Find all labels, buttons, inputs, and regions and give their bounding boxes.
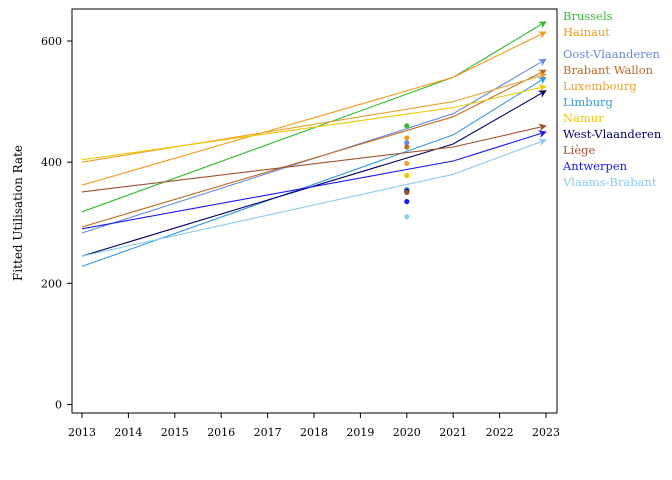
x-tick-label: 2020 [393, 426, 421, 439]
axes: 2013 2014 2015 2016 2017 2018 2019 2020 2021 2022… [41, 35, 560, 439]
legend-label-li-ge: Liège [563, 143, 595, 157]
legend-label-brabant-wallon: Brabant Wallon [563, 63, 654, 77]
point-2020-namur [404, 172, 410, 179]
series-lines [81, 21, 547, 267]
point-2020-luxembourg [404, 160, 410, 166]
legend-label-luxembourg: Luxembourg [563, 79, 637, 93]
series-line-oost-vlaanderen [81, 58, 547, 234]
point-2020-antwerpen [404, 198, 410, 205]
legend-label-limburg: Limburg [563, 95, 613, 109]
legend-label-antwerpen: Antwerpen [562, 159, 628, 173]
series-line-li-ge [81, 123, 547, 193]
point-2020-hainaut [404, 135, 410, 141]
series-line-hainaut [81, 31, 547, 186]
x-tick-label: 2018 [300, 426, 328, 439]
point-2020-li-ge [404, 189, 410, 196]
y-tick-label: 600 [41, 35, 62, 48]
point-2020-oost-vlaanderen [404, 140, 410, 146]
legend-label-namur: Namur [563, 111, 604, 125]
legend-label-brussels: Brussels [563, 9, 613, 23]
legend-label-hainaut: Hainaut [563, 25, 610, 39]
series-line-west-vlaanderen [81, 90, 547, 257]
series-line-antwerpen [81, 130, 547, 230]
y-axis-title: Fitted Utilisation Rate [11, 145, 25, 281]
x-tick-label: 2023 [532, 426, 560, 439]
y-tick-label: 200 [41, 277, 62, 290]
point-2020-brabant-wallon [404, 144, 410, 150]
point-2020-vlaams-brabant [404, 214, 410, 220]
x-tick-label: 2017 [254, 426, 282, 439]
x-tick-label: 2013 [68, 426, 96, 439]
x-tick-label: 2016 [207, 426, 235, 439]
point-2020-brussels [404, 123, 410, 129]
x-tick-label: 2014 [114, 426, 142, 439]
legend: Brussels Hainaut Oost-Vlaanderen Brabant Wa… [562, 9, 662, 189]
points-2020 [404, 123, 410, 220]
plot-frame [71, 8, 558, 414]
x-tick-label: 2021 [439, 426, 467, 439]
x-tick-label: 2019 [346, 426, 374, 439]
legend-label-vlaams-brabant: Vlaams-Brabant [562, 175, 657, 189]
y-tick-label: 0 [55, 399, 62, 412]
x-tick-label: 2015 [161, 426, 189, 439]
legend-label-oost-vlaanderen: Oost-Vlaanderen [563, 47, 660, 61]
series-line-brabant-wallon [81, 69, 547, 228]
series-line-vlaams-brabant [81, 138, 547, 257]
series-line-namur [81, 84, 547, 161]
y-tick-label: 400 [41, 156, 62, 169]
x-tick-label: 2022 [486, 426, 514, 439]
series-line-limburg [81, 76, 547, 267]
legend-label-west-vlaanderen: West-Vlaanderen [563, 127, 662, 141]
